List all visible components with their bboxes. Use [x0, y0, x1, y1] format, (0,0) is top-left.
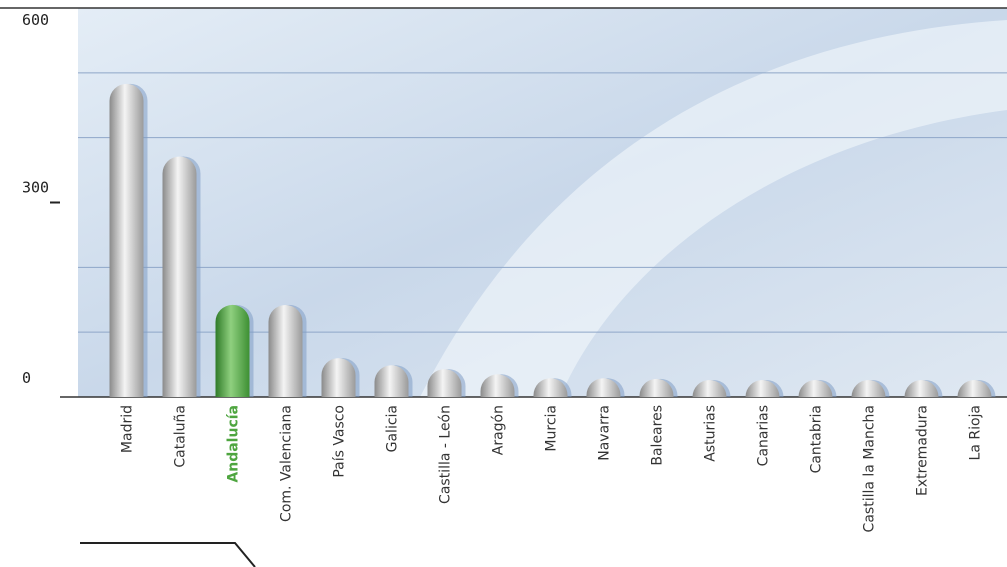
bar [586, 378, 621, 397]
bar [957, 380, 992, 397]
bar [904, 380, 939, 397]
x-tick-label: Castilla la Mancha [862, 405, 878, 532]
x-tick-label: Galicia [385, 405, 401, 452]
bar [639, 378, 674, 397]
x-tick-label: Aragón [491, 405, 507, 455]
x-tick-label: Canarias [756, 405, 772, 466]
bar [268, 304, 303, 397]
x-tick-label: Navarra [597, 405, 613, 461]
x-tick-label: Murcia [544, 405, 560, 452]
bar [480, 374, 515, 397]
x-tick-label: Asturias [703, 405, 719, 462]
x-tick-label: Com. Valenciana [279, 405, 295, 522]
bar [109, 83, 144, 397]
bar [321, 358, 356, 397]
x-tick-label: Extremadura [915, 405, 931, 496]
x-tick-label: Baleares [650, 405, 666, 466]
background-swoosh [420, 20, 1007, 397]
bar [215, 304, 250, 397]
decoration-line [80, 542, 256, 567]
x-tick-label: Cataluña [173, 405, 189, 468]
x-tick-label: Madrid [120, 405, 136, 453]
x-tick-label: La Rioja [968, 405, 984, 460]
y-tick-label: 600 [22, 11, 49, 29]
y-tick-label: 300 [22, 179, 49, 197]
x-tick-label: País Vasco [332, 405, 348, 478]
bar [374, 365, 409, 397]
bar [427, 369, 462, 397]
x-tick-label: Cantabria [809, 405, 825, 473]
bar [533, 378, 568, 397]
bar [692, 380, 727, 397]
bar [162, 156, 197, 397]
bar [851, 380, 886, 397]
x-tick-label: Andalucía [226, 405, 242, 483]
bar [798, 380, 833, 397]
bar [745, 380, 780, 397]
y-tick-label: 0 [22, 369, 31, 387]
x-tick-label: Castilla - León [438, 405, 454, 504]
